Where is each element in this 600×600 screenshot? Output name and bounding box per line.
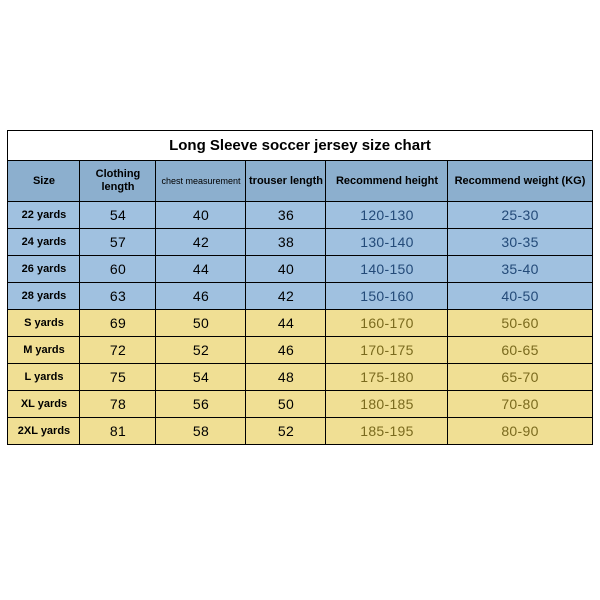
cell-chest: 52 [156, 337, 246, 364]
cell-height: 170-175 [326, 337, 448, 364]
cell-weight: 50-60 [448, 310, 592, 337]
cell-clothing: 81 [80, 418, 156, 445]
cell-size: M yards [8, 337, 80, 364]
cell-size: 28 yards [8, 283, 80, 310]
cell-clothing: 54 [80, 202, 156, 229]
cell-chest: 46 [156, 283, 246, 310]
table-title: Long Sleeve soccer jersey size chart [8, 131, 592, 161]
cell-trouser: 46 [246, 337, 326, 364]
cell-height: 180-185 [326, 391, 448, 418]
table-header-row: Size Clothing length chest measurement t… [8, 161, 592, 202]
cell-clothing: 63 [80, 283, 156, 310]
cell-height: 175-180 [326, 364, 448, 391]
cell-size: 22 yards [8, 202, 80, 229]
cell-trouser: 52 [246, 418, 326, 445]
table-title-row: Long Sleeve soccer jersey size chart [8, 131, 592, 161]
table-row: 22 yards544036120-13025-30 [8, 202, 592, 229]
cell-size: L yards [8, 364, 80, 391]
col-weight: Recommend weight (KG) [448, 161, 592, 202]
table-row: S yards695044160-17050-60 [8, 310, 592, 337]
cell-chest: 42 [156, 229, 246, 256]
cell-weight: 60-65 [448, 337, 592, 364]
cell-clothing: 57 [80, 229, 156, 256]
table-row: M yards725246170-17560-65 [8, 337, 592, 364]
col-size: Size [8, 161, 80, 202]
cell-height: 150-160 [326, 283, 448, 310]
col-chest: chest measurement [156, 161, 246, 202]
cell-clothing: 69 [80, 310, 156, 337]
cell-weight: 65-70 [448, 364, 592, 391]
cell-size: S yards [8, 310, 80, 337]
cell-chest: 58 [156, 418, 246, 445]
cell-weight: 25-30 [448, 202, 592, 229]
cell-height: 120-130 [326, 202, 448, 229]
cell-clothing: 60 [80, 256, 156, 283]
cell-weight: 35-40 [448, 256, 592, 283]
cell-weight: 80-90 [448, 418, 592, 445]
cell-size: 26 yards [8, 256, 80, 283]
cell-chest: 40 [156, 202, 246, 229]
cell-weight: 70-80 [448, 391, 592, 418]
cell-size: 2XL yards [8, 418, 80, 445]
col-clothing: Clothing length [80, 161, 156, 202]
cell-trouser: 44 [246, 310, 326, 337]
table-row: XL yards785650180-18570-80 [8, 391, 592, 418]
cell-trouser: 36 [246, 202, 326, 229]
cell-chest: 54 [156, 364, 246, 391]
cell-chest: 44 [156, 256, 246, 283]
cell-trouser: 50 [246, 391, 326, 418]
col-trouser: trouser length [246, 161, 326, 202]
table-row: 24 yards574238130-14030-35 [8, 229, 592, 256]
cell-trouser: 42 [246, 283, 326, 310]
cell-chest: 50 [156, 310, 246, 337]
table-body: Long Sleeve soccer jersey size chart Siz… [8, 131, 592, 445]
cell-size: 24 yards [8, 229, 80, 256]
cell-weight: 40-50 [448, 283, 592, 310]
table-row: 28 yards634642150-16040-50 [8, 283, 592, 310]
size-chart-table: Long Sleeve soccer jersey size chart Siz… [7, 130, 592, 445]
col-height: Recommend height [326, 161, 448, 202]
cell-weight: 30-35 [448, 229, 592, 256]
cell-height: 140-150 [326, 256, 448, 283]
cell-height: 130-140 [326, 229, 448, 256]
cell-clothing: 72 [80, 337, 156, 364]
page-wrap: Long Sleeve soccer jersey size chart Siz… [0, 0, 600, 600]
cell-clothing: 78 [80, 391, 156, 418]
table-row: 26 yards604440140-15035-40 [8, 256, 592, 283]
cell-clothing: 75 [80, 364, 156, 391]
cell-trouser: 48 [246, 364, 326, 391]
cell-height: 185-195 [326, 418, 448, 445]
cell-height: 160-170 [326, 310, 448, 337]
cell-trouser: 40 [246, 256, 326, 283]
cell-size: XL yards [8, 391, 80, 418]
table-row: 2XL yards815852185-19580-90 [8, 418, 592, 445]
table-row: L yards755448175-18065-70 [8, 364, 592, 391]
cell-chest: 56 [156, 391, 246, 418]
cell-trouser: 38 [246, 229, 326, 256]
